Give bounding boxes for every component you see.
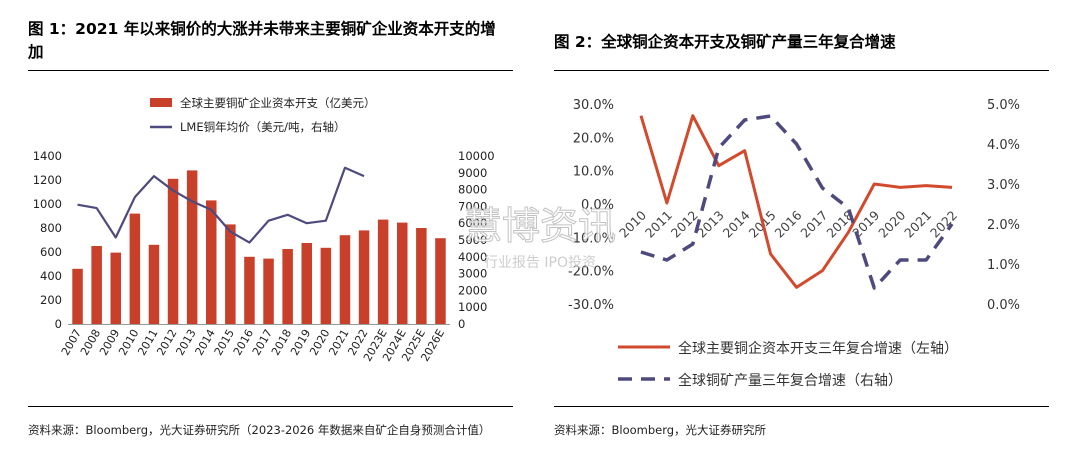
y-right-tick-label: 8000	[458, 183, 487, 197]
y-right-tick-label: 1000	[458, 300, 487, 314]
capex-bar	[396, 222, 408, 324]
x-tick-label: 2017	[797, 208, 830, 241]
y-left-tick-label: -10.0%	[568, 231, 614, 246]
y-right-tick-label: 0	[458, 317, 465, 331]
y-left-tick-label: 0.0%	[581, 198, 614, 213]
x-tick-label: 2011	[642, 208, 675, 241]
lme-price-line	[77, 166, 365, 244]
x-tick-label: 2022	[927, 208, 960, 241]
capex-bar	[320, 247, 332, 324]
capex-bar	[91, 246, 102, 324]
y-right-tick-label: 1.0%	[987, 258, 1020, 273]
y-left-tick-label: 1200	[33, 173, 62, 187]
y-left-tick-label: 1400	[33, 149, 62, 163]
y-right-tick-label: 5.0%	[987, 98, 1020, 113]
figure-1-title: 图 1：2021 年以来铜价的大涨并未带来主要铜矿企业资本开支的增加	[28, 20, 496, 61]
figure-2-chart: 30.0% 20.0% 10.0% 0.0% -10.0% -20.0% -30.0% 5.0…	[568, 98, 1020, 389]
capex-bar	[377, 219, 389, 324]
x-tick-label: 2014	[720, 207, 753, 240]
capex-bar	[435, 238, 446, 324]
capex-bar	[416, 228, 427, 324]
y-right-tick-label: 2000	[458, 283, 487, 297]
x-tick-label: 2016	[772, 207, 805, 240]
y-right-tick-label: 0.0%	[987, 298, 1020, 313]
x-tick-label: 2010	[616, 207, 649, 240]
y-left-tick-label: 800	[40, 221, 62, 235]
y-right-tick-label: 2.0%	[987, 218, 1020, 233]
legend-line-label: LME铜年均价（美元/吨，右轴）	[180, 120, 345, 134]
capex-bar	[282, 249, 293, 324]
capex-bar	[72, 268, 83, 324]
figure-2-title: 图 2：全球铜企资本开支及铜矿产量三年复合增速	[554, 33, 896, 51]
capex-bar	[244, 256, 255, 324]
figure-2-source: 资料来源：Bloomberg，光大证券研究所	[554, 423, 767, 437]
capex-bar	[358, 230, 370, 324]
capex-bar	[129, 213, 141, 324]
figure-2-panel: 图 2：全球铜企资本开支及铜矿产量三年复合增速 30.0% 20.0% 10.0% 0…	[540, 0, 1065, 472]
y-left-tick-label: 10.0%	[573, 165, 614, 180]
legend-bar-swatch	[150, 98, 172, 107]
x-tick-label: 2021	[901, 208, 934, 241]
capex-bar	[301, 243, 313, 324]
y-right-tick-label: 4000	[458, 250, 487, 264]
capex-bar	[148, 244, 160, 324]
figure-1-bottom-rule	[28, 406, 513, 407]
legend-bar-label: 全球主要铜矿企业资本开支（亿美元）	[180, 96, 376, 110]
x-tick-label: 2020	[875, 207, 908, 240]
capex-bar	[225, 224, 236, 324]
capex-bar	[205, 200, 217, 324]
y-right-tick-label: 4.0%	[987, 138, 1020, 153]
figure-1-chart: 全球主要铜矿企业资本开支（亿美元） LME铜年均价（美元/吨，右轴） 0 200 400…	[33, 96, 495, 364]
legend-capex-label: 全球主要铜企资本开支三年复合增速（左轴）	[678, 340, 958, 357]
y-right-tick-label: 3000	[458, 267, 487, 281]
capex-bar	[263, 258, 274, 324]
y-right-tick-label: 3.0%	[987, 178, 1020, 193]
capex-bar	[186, 170, 198, 324]
figure-1-top-rule	[28, 70, 513, 71]
y-left-tick-label: 400	[40, 269, 62, 283]
y-left-tick-label: 600	[40, 245, 62, 259]
figure-2-top-rule	[554, 70, 1049, 71]
x-tick-label: 2012	[668, 208, 701, 241]
y-left-tick-label: 200	[40, 293, 62, 307]
capex-bar	[167, 178, 179, 324]
capex-bar	[110, 252, 122, 324]
legend-production-label: 全球铜矿产量三年复合增速（右轴）	[678, 372, 902, 389]
figure-1-panel: 图 1：2021 年以来铜价的大涨并未带来主要铜矿企业资本开支的增加 全球主要铜…	[0, 0, 520, 472]
figure-1-source: 资料来源：Bloomberg，光大证券研究所（2023-2026 年数据来自矿企…	[28, 423, 491, 437]
capex-bar	[339, 235, 351, 324]
y-right-tick-label: 10000	[458, 149, 495, 163]
y-right-tick-label: 5000	[458, 233, 487, 247]
y-right-tick-label: 7000	[458, 199, 487, 213]
y-left-tick-label: 20.0%	[573, 131, 614, 146]
production-growth-line	[640, 114, 954, 290]
y-left-tick-label: 30.0%	[573, 98, 614, 113]
y-left-tick-label: -20.0%	[568, 265, 614, 280]
y-right-tick-label: 9000	[458, 166, 487, 180]
y-left-tick-label: 0	[55, 317, 62, 331]
figure-2-bottom-rule	[554, 406, 1049, 407]
y-right-tick-label: 6000	[458, 216, 487, 230]
y-left-tick-label: -30.0%	[568, 298, 614, 313]
y-left-tick-label: 1000	[33, 197, 62, 211]
